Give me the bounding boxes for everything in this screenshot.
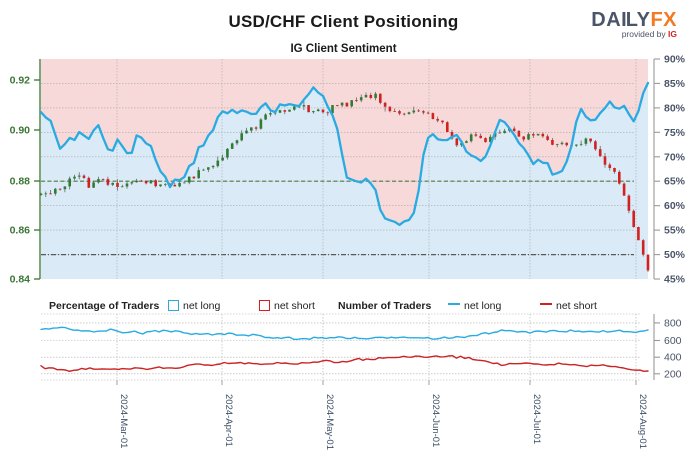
svg-text:2024-Aug-01: 2024-Aug-01 xyxy=(637,394,648,449)
svg-text:600: 600 xyxy=(664,335,682,347)
svg-text:400: 400 xyxy=(664,352,682,364)
svg-text:2024-Jun-01: 2024-Jun-01 xyxy=(430,394,441,447)
svg-text:60%: 60% xyxy=(664,200,686,212)
svg-text:200: 200 xyxy=(664,368,682,380)
svg-text:0.86: 0.86 xyxy=(10,225,31,237)
svg-text:75%: 75% xyxy=(664,127,686,139)
svg-text:2024-Apr-01: 2024-Apr-01 xyxy=(223,394,234,447)
svg-text:85%: 85% xyxy=(664,78,686,90)
svg-text:50%: 50% xyxy=(664,249,686,261)
svg-text:0.84: 0.84 xyxy=(10,274,31,286)
svg-text:0.90: 0.90 xyxy=(10,125,31,137)
svg-text:80%: 80% xyxy=(664,102,686,114)
svg-text:2024-Mar-01: 2024-Mar-01 xyxy=(118,394,129,448)
svg-text:0.88: 0.88 xyxy=(10,176,31,188)
svg-text:0.92: 0.92 xyxy=(10,75,31,87)
svg-text:45%: 45% xyxy=(664,274,686,286)
svg-text:65%: 65% xyxy=(664,176,686,188)
svg-text:55%: 55% xyxy=(664,225,686,237)
svg-text:90%: 90% xyxy=(664,54,686,66)
svg-text:2024-Jul-01: 2024-Jul-01 xyxy=(531,394,542,444)
svg-text:800: 800 xyxy=(664,317,682,329)
svg-text:2024-May-01: 2024-May-01 xyxy=(324,394,335,450)
svg-text:70%: 70% xyxy=(664,151,686,163)
